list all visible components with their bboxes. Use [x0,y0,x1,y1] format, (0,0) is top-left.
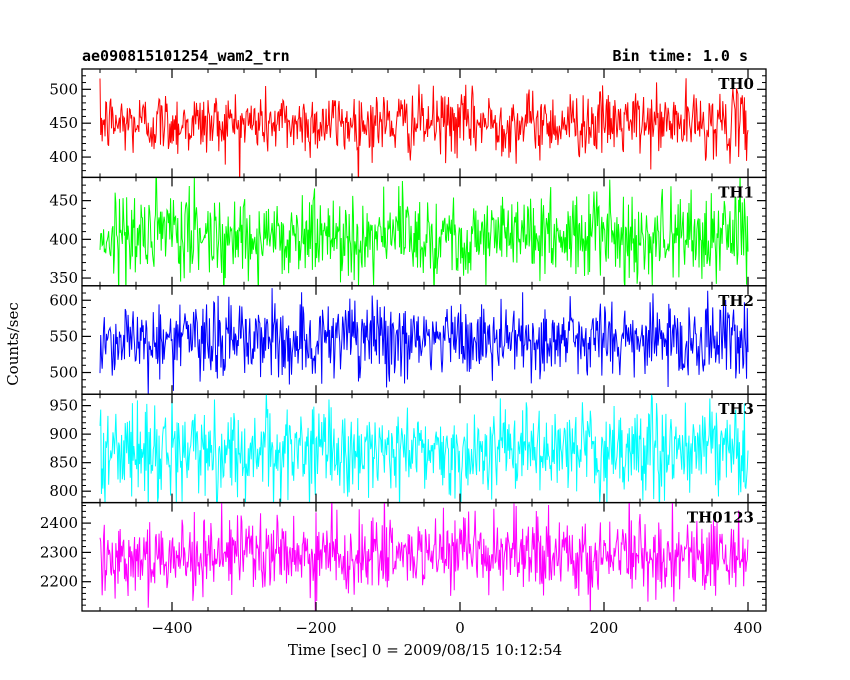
y-tick-label: 500 [49,364,78,382]
y-tick-label: 400 [49,230,78,248]
panel-th1: 350 400 450 TH1 [49,176,767,287]
y-tick-label: 550 [49,327,78,345]
series-line-th2 [99,288,749,395]
x-tick-label: −400 [151,619,192,637]
series-line-th1 [99,177,749,286]
y-tick-label: 2200 [40,573,78,591]
x-tick-label: 400 [734,619,763,637]
series-line-th0 [99,78,749,178]
series-line-th3 [99,394,749,503]
x-tick-label: 0 [455,619,465,637]
y-axis-label: Counts/sec [4,302,22,386]
y-tick-label: 950 [49,397,78,415]
series-line-th0123 [99,502,749,612]
band-label-th1: TH1 [718,183,754,201]
y-tick-label: 2300 [40,543,78,561]
y-tick-label: 450 [49,114,78,132]
panel-frame [81,285,767,395]
y-tick-label: 600 [49,291,78,309]
panel-th2: 500 550 600 TH2 [49,285,767,395]
band-label-th0: TH0 [718,75,754,93]
band-label-th3: TH3 [718,400,754,418]
y-tick-label: 350 [49,269,78,287]
y-tick-label: 400 [49,148,78,166]
band-label-th0123: TH0123 [687,509,754,527]
band-label-th2: TH2 [718,292,754,310]
panel-th0123: 2200 2300 2400 TH0123 [40,501,767,612]
y-tick-label: 850 [49,454,78,472]
panel-th0: 400 450 500 TH0 [49,68,767,179]
x-axis-label: Time [sec] 0 = 2009/08/15 10:12:54 [288,641,562,659]
x-tick-label: 200 [590,619,619,637]
y-tick-label: 2400 [40,514,78,532]
chart-title: ae090815101254_wam2_trn [82,47,290,65]
panel-th3: 800 850 900 950 TH3 [49,393,767,504]
x-tick-label: −200 [295,619,336,637]
y-tick-label: 900 [49,425,78,443]
y-tick-label: 500 [49,80,78,98]
y-tick-label: 450 [49,192,78,210]
y-tick-label: 800 [49,482,78,500]
chart-subtitle: Bin time: 1.0 s [613,47,748,65]
